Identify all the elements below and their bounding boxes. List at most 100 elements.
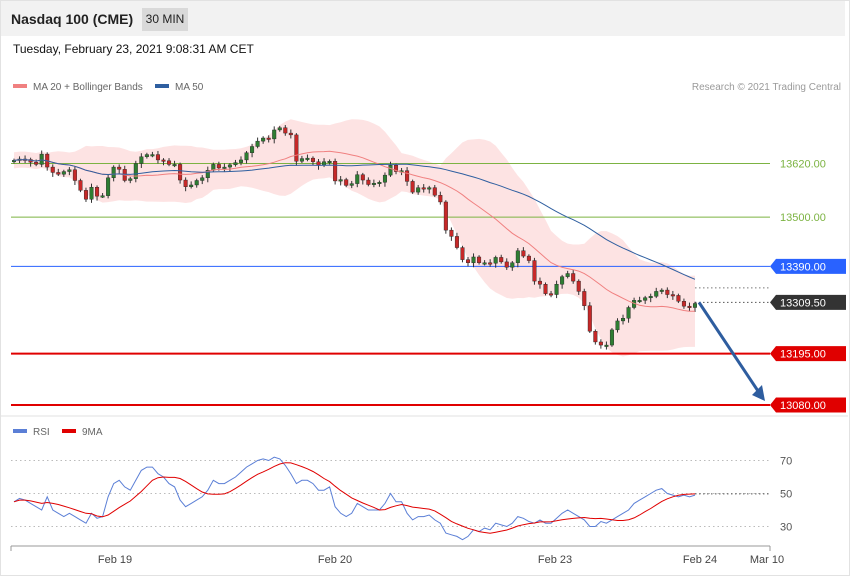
candle (272, 126, 277, 144)
candle-body (410, 181, 415, 193)
candle (665, 287, 670, 299)
rsi-ma9-legend-swatch (62, 429, 76, 433)
candle (360, 172, 365, 185)
candle (167, 158, 172, 167)
candle (338, 176, 343, 186)
candle-body (360, 174, 365, 181)
candle-body (272, 129, 277, 140)
time-tick-label: Feb 19 (98, 554, 132, 566)
candle (244, 150, 249, 164)
candle-body (111, 166, 116, 179)
candle (521, 247, 526, 258)
candle (205, 166, 210, 183)
level-tag: 13620.00 (780, 159, 826, 171)
candle (493, 255, 498, 268)
candle (504, 258, 509, 270)
interval-selector[interactable]: 30 MIN (142, 8, 188, 31)
candle-body (233, 162, 238, 166)
candle (659, 288, 664, 295)
candle-body (100, 195, 105, 198)
candle (571, 269, 576, 284)
candle (499, 254, 504, 264)
level-label: 13390.00 (780, 261, 826, 273)
candle-body (637, 300, 642, 303)
candle (305, 154, 310, 162)
candle-body (277, 127, 282, 131)
candle-body (355, 174, 360, 184)
candle (615, 318, 620, 333)
candle (454, 232, 459, 250)
candle-body (294, 134, 299, 162)
candle-body (305, 157, 310, 160)
ma20-legend-swatch (13, 84, 27, 88)
candle-body (693, 303, 698, 308)
candle (39, 150, 44, 168)
candle-body (565, 273, 570, 277)
candle-body (477, 256, 482, 263)
candle (261, 136, 266, 144)
candle-body (244, 152, 249, 161)
candle (266, 135, 271, 143)
candle-body (382, 174, 387, 183)
candle-body (421, 187, 426, 190)
level-tag-box (770, 346, 846, 362)
candle-body (560, 276, 565, 285)
candle-body (117, 166, 122, 170)
candle (133, 160, 138, 183)
candle-body (504, 261, 509, 268)
candle (178, 162, 183, 184)
candle-body (460, 247, 465, 260)
level-tag-box (770, 397, 846, 413)
candle-body (72, 169, 77, 181)
level-label: 13195.00 (780, 349, 826, 361)
candle (438, 191, 443, 205)
level-label: 13080.00 (780, 400, 826, 412)
candle (371, 179, 376, 188)
candle-body (61, 171, 66, 175)
candle-body (587, 305, 592, 332)
candle (416, 184, 421, 195)
candle-body (56, 172, 61, 175)
rsi-legend-label: RSI (33, 427, 50, 438)
candle (61, 169, 66, 177)
candle-body (438, 195, 443, 203)
candle-body (250, 146, 255, 153)
credit-text: Research © 2021 Trading Central (692, 82, 841, 93)
level-tag: 13195.00 (770, 346, 846, 362)
candle-body (39, 153, 44, 165)
candle-body (449, 229, 454, 237)
candle-body (205, 170, 210, 179)
candle-body (128, 178, 133, 181)
candle (310, 156, 315, 166)
candle-body (676, 295, 681, 302)
candle (394, 163, 399, 175)
candle-body (89, 187, 94, 200)
candle-body (521, 250, 526, 257)
candle-body (571, 273, 576, 282)
candle-body (366, 179, 371, 185)
candle-body (261, 137, 266, 142)
candle-body (83, 190, 88, 200)
candle (100, 193, 105, 198)
candle-body (659, 289, 664, 292)
candle-body (377, 182, 382, 184)
candle-body (543, 284, 548, 294)
candle (200, 175, 205, 185)
candle (144, 152, 149, 159)
candle-body (95, 187, 100, 197)
candle (382, 172, 387, 187)
level-tag: 13500.00 (780, 212, 826, 224)
candle-body (183, 179, 188, 187)
candle-body (178, 164, 183, 181)
candle-body (515, 250, 520, 263)
candle (554, 280, 559, 299)
candle (344, 177, 349, 188)
candle (477, 255, 482, 265)
ma20-line (13, 150, 696, 312)
candle-body (161, 159, 166, 162)
candle (355, 171, 360, 188)
candle (111, 165, 116, 182)
candle (366, 177, 371, 187)
candle-body (626, 307, 631, 319)
level-tag: 13080.00 (770, 397, 846, 413)
